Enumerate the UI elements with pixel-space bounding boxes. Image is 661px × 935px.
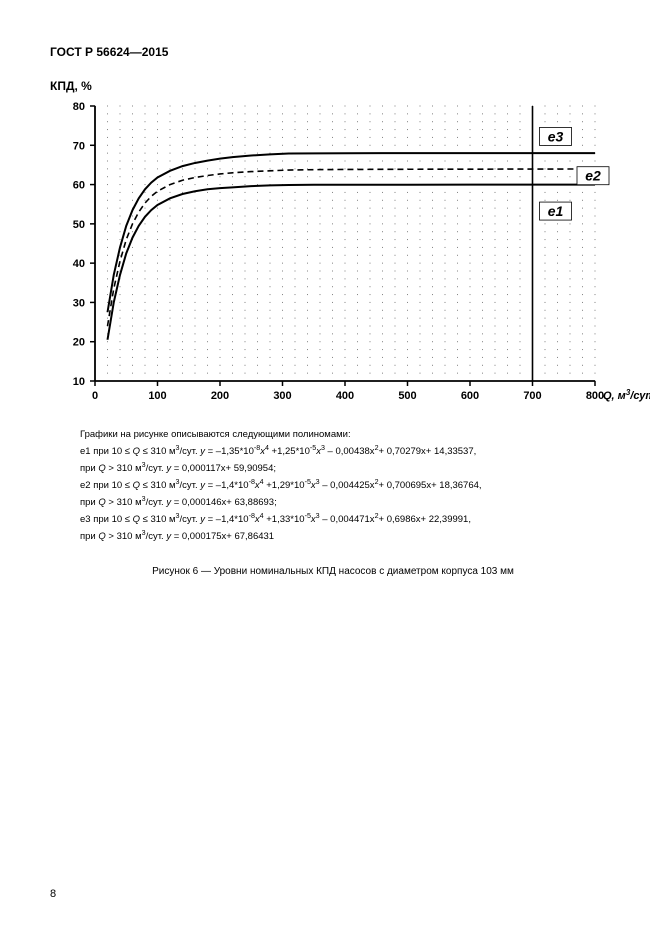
y-axis-title: КПД, % bbox=[50, 79, 616, 93]
svg-text:600: 600 bbox=[461, 390, 479, 402]
svg-text:200: 200 bbox=[211, 390, 229, 402]
svg-text:60: 60 bbox=[73, 180, 85, 192]
desc-line: при Q > 310 м3/сут. y = 0,000146x+ 63,88… bbox=[80, 495, 616, 510]
svg-text:800: 800 bbox=[586, 390, 604, 402]
svg-text:80: 80 bbox=[73, 101, 85, 113]
desc-line: при Q > 310 м3/сут. y = 0,000117x+ 59,90… bbox=[80, 461, 616, 476]
desc-line: e2 при 10 ≤ Q ≤ 310 м3/сут. y = –1,4*10-… bbox=[80, 478, 616, 493]
svg-text:300: 300 bbox=[273, 390, 291, 402]
svg-text:20: 20 bbox=[73, 337, 85, 349]
svg-text:50: 50 bbox=[73, 219, 85, 231]
svg-text:70: 70 bbox=[73, 140, 85, 152]
svg-text:e2: e2 bbox=[585, 168, 601, 184]
desc-intro: Графики на рисунке описываются следующим… bbox=[80, 429, 616, 442]
desc-line: e3 при 10 ≤ Q ≤ 310 м3/сут. y = –1,4*10-… bbox=[80, 512, 616, 527]
svg-text:40: 40 bbox=[73, 258, 85, 270]
page-number: 8 bbox=[50, 888, 56, 900]
polynomial-description: Графики на рисунке описываются следующим… bbox=[80, 429, 616, 544]
svg-text:700: 700 bbox=[523, 390, 541, 402]
svg-text:Q, м3/сут: Q, м3/сут bbox=[603, 388, 650, 403]
series-e2 bbox=[108, 169, 596, 326]
desc-line: при Q > 310 м3/сут. y = 0,000175x+ 67,86… bbox=[80, 529, 616, 544]
svg-text:30: 30 bbox=[73, 297, 85, 309]
document-header: ГОСТ Р 56624—2015 bbox=[50, 45, 616, 59]
chart-container: 0 100 200 300 400 500 600 700 800 10 20 30 40 50 60 70 8… bbox=[50, 101, 610, 411]
efficiency-chart: 0 100 200 300 400 500 600 700 800 10 20 30 40 50 60 70 8… bbox=[50, 101, 650, 411]
svg-text:0: 0 bbox=[92, 390, 98, 402]
svg-text:e3: e3 bbox=[548, 128, 564, 144]
series-e3 bbox=[108, 153, 596, 312]
svg-text:500: 500 bbox=[398, 390, 416, 402]
svg-text:100: 100 bbox=[148, 390, 166, 402]
series-e1 bbox=[108, 185, 596, 340]
svg-text:400: 400 bbox=[336, 390, 354, 402]
figure-caption: Рисунок 6 — Уровни номинальных КПД насос… bbox=[50, 566, 616, 577]
svg-text:e1: e1 bbox=[548, 203, 564, 219]
grid bbox=[95, 106, 596, 382]
svg-text:10: 10 bbox=[73, 376, 85, 388]
desc-line: e1 при 10 ≤ Q ≤ 310 м3/сут. y = –1,35*10… bbox=[80, 444, 616, 459]
